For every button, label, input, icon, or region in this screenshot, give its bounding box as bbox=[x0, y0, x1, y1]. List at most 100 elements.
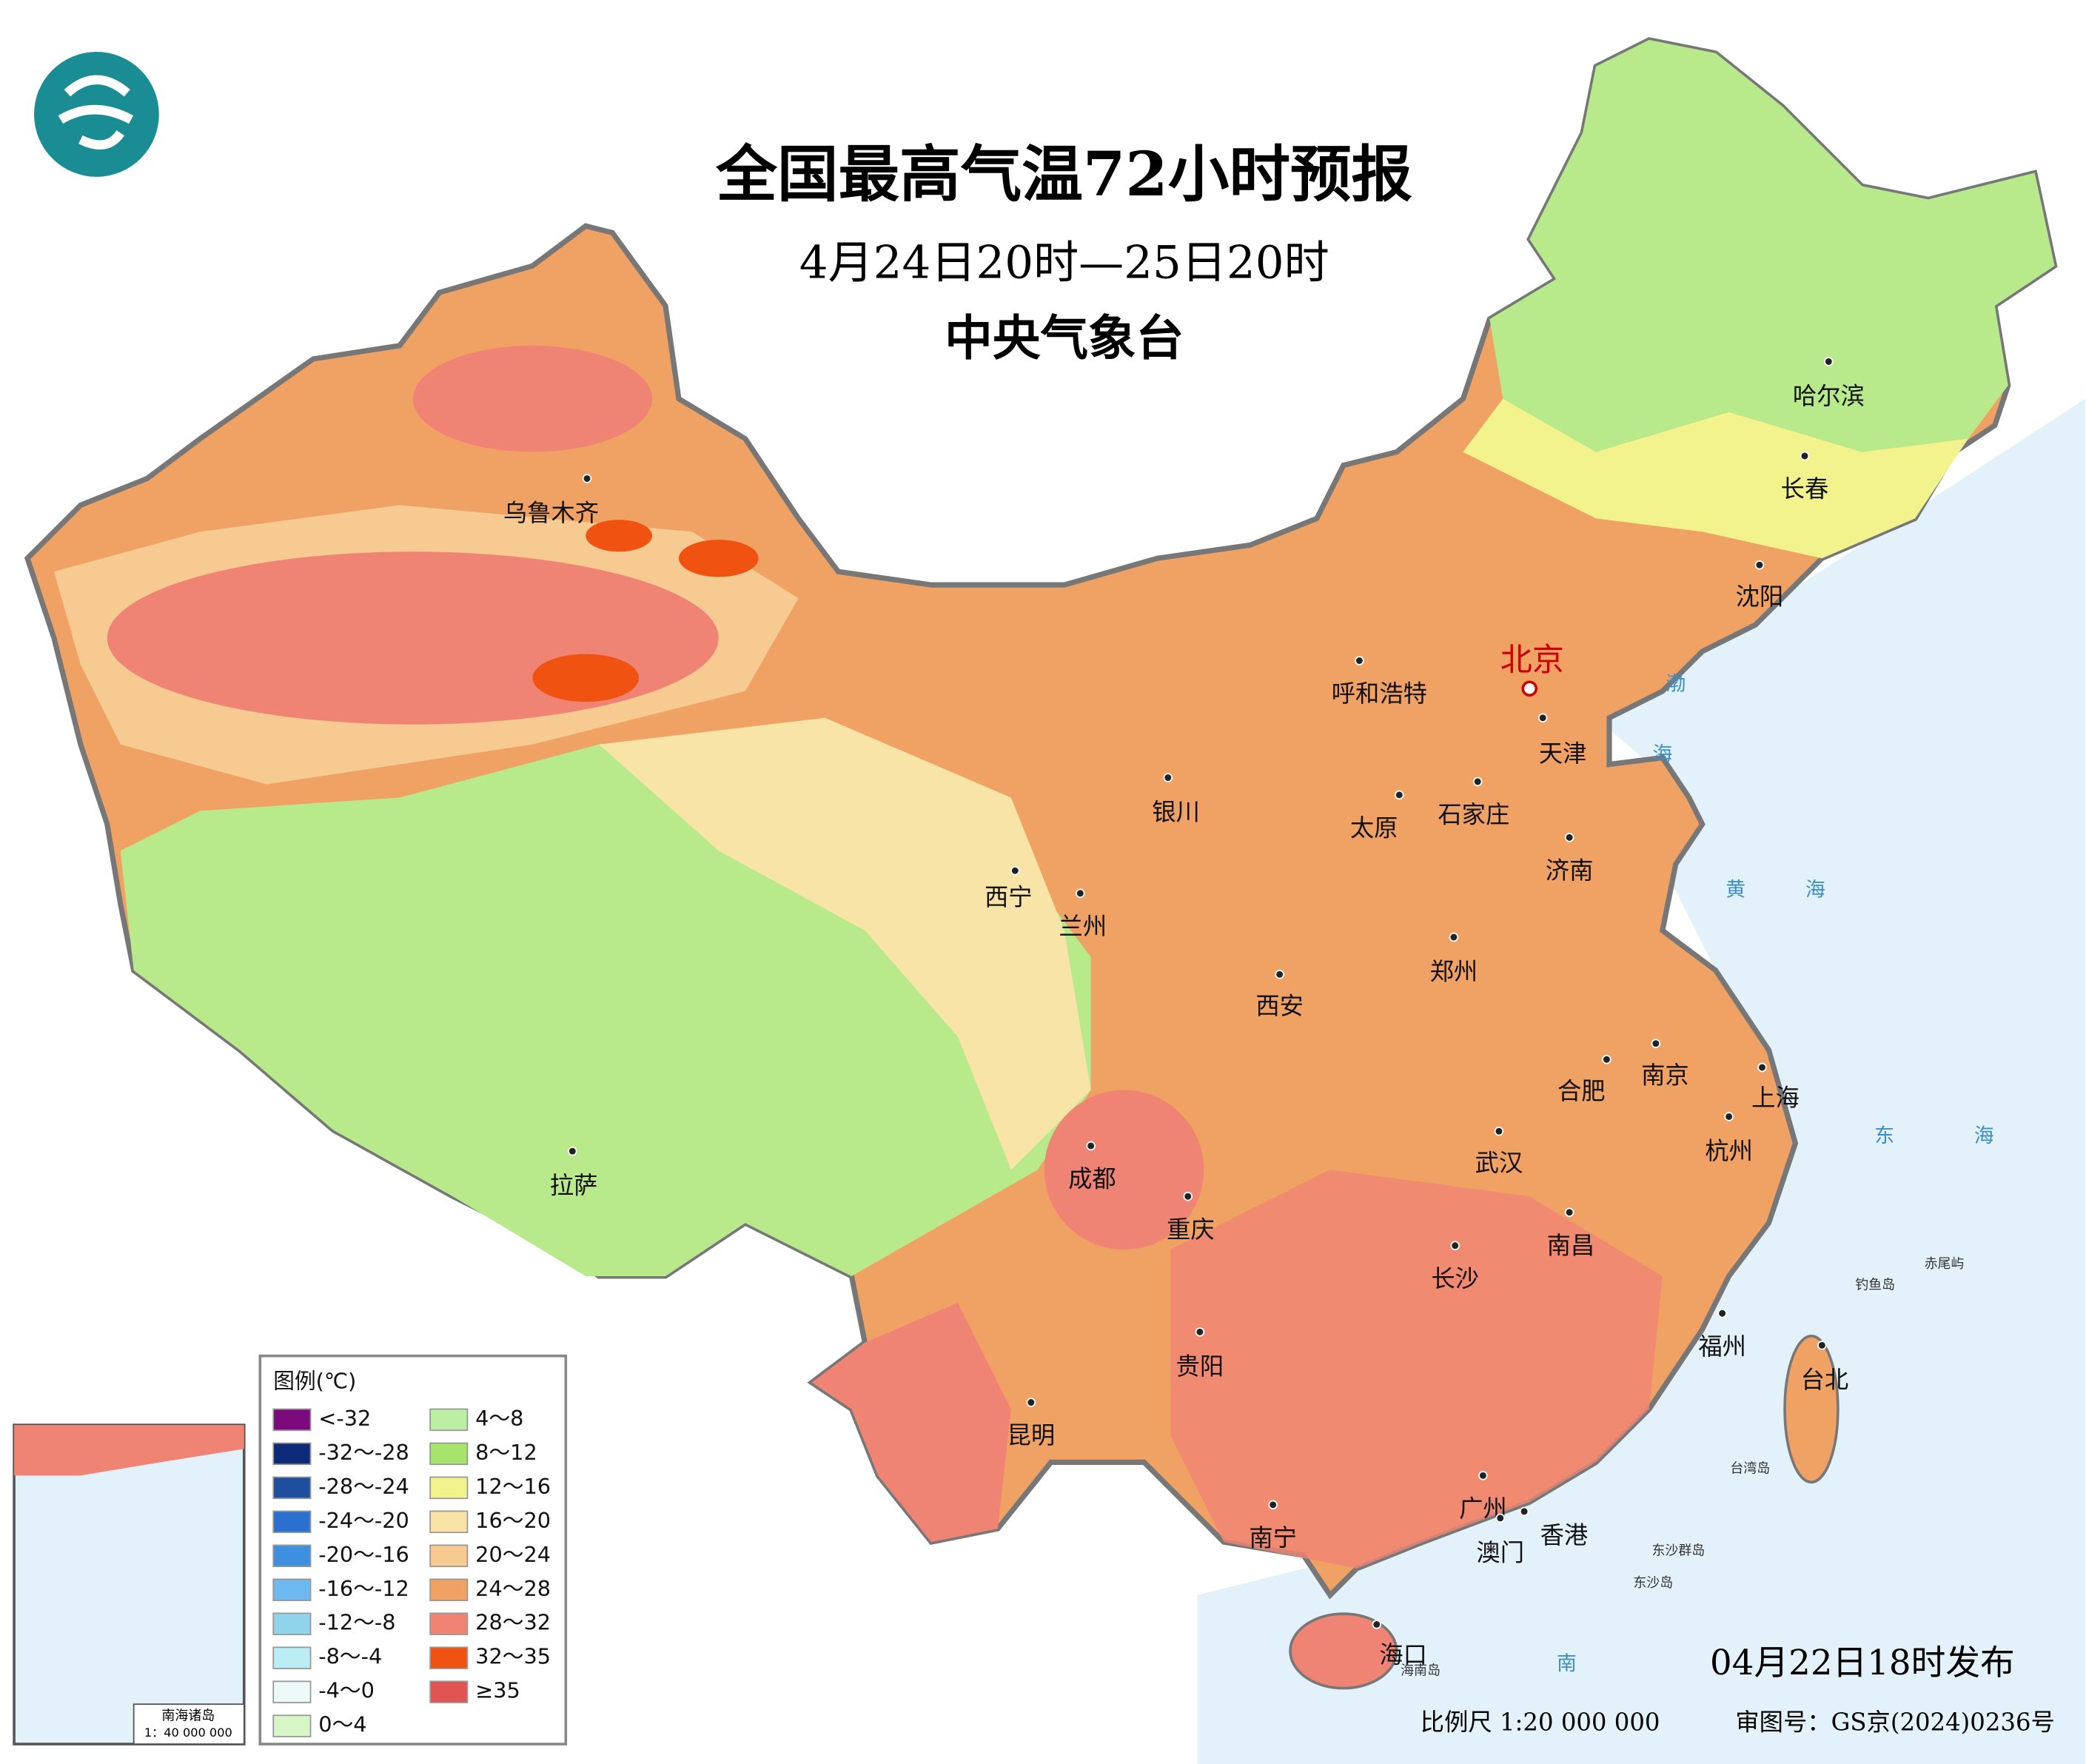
legend-swatch bbox=[272, 1510, 312, 1534]
legend-swatch bbox=[272, 1408, 312, 1432]
island-label: 赤尾屿 bbox=[1925, 1256, 1965, 1272]
city-label: 台北 bbox=[1801, 1366, 1849, 1394]
northeast-region bbox=[1489, 39, 2055, 452]
city-dot bbox=[1495, 1513, 1506, 1523]
city-label: 澳门 bbox=[1476, 1538, 1524, 1566]
issued-time: 04月22日18时发布 bbox=[1710, 1643, 2015, 1683]
city-label: 兰州 bbox=[1059, 912, 1107, 940]
city-label: 沈阳 bbox=[1736, 583, 1784, 611]
legend-swatch bbox=[272, 1612, 312, 1635]
legend-swatch bbox=[272, 1442, 312, 1466]
sea-label: 海 bbox=[1652, 743, 1672, 766]
plateau-edge bbox=[599, 717, 1091, 1170]
issuer: 中央气象台 bbox=[945, 311, 1184, 366]
taiwan bbox=[1783, 1334, 1839, 1484]
inset-caption-box bbox=[133, 1703, 245, 1745]
legend-label: ≥35 bbox=[475, 1678, 520, 1703]
city-dot bbox=[1086, 1141, 1096, 1151]
legend-label: -24～-20 bbox=[318, 1508, 409, 1533]
city-dot bbox=[1450, 1241, 1460, 1250]
sea-label: 东 bbox=[1874, 1124, 1894, 1147]
northeast-band bbox=[1463, 398, 1968, 559]
hainan bbox=[1289, 1612, 1398, 1690]
hot-spot bbox=[586, 520, 653, 552]
legend-swatch bbox=[429, 1680, 469, 1703]
city-dot bbox=[1195, 1327, 1205, 1337]
city-label: 天津 bbox=[1539, 740, 1587, 768]
city-label: 成都 bbox=[1068, 1165, 1116, 1193]
legend-label: 20～24 bbox=[475, 1542, 551, 1567]
legend-swatch bbox=[429, 1646, 469, 1669]
legend-label: -4～0 bbox=[318, 1678, 375, 1703]
city-dot bbox=[1724, 1112, 1734, 1121]
city-dot bbox=[1268, 1500, 1278, 1510]
yunnan-south bbox=[811, 1302, 1011, 1543]
city-label: 长沙 bbox=[1431, 1264, 1479, 1292]
city-label: 西安 bbox=[1255, 992, 1304, 1020]
legend-label: -32～-28 bbox=[318, 1440, 409, 1465]
city-label: 昆明 bbox=[1007, 1421, 1056, 1449]
title: 全国最高气温72小时预报 bbox=[715, 138, 1412, 210]
city-label: 拉萨 bbox=[550, 1172, 598, 1200]
logo-mark bbox=[58, 75, 134, 150]
subtitle: 4月24日20时—25日20时 bbox=[799, 236, 1329, 289]
city-dot bbox=[1478, 1471, 1488, 1480]
legend-swatch bbox=[429, 1510, 469, 1534]
legend-swatch bbox=[272, 1646, 312, 1669]
sea-label: 南 bbox=[1557, 1652, 1577, 1675]
legend-label: <-32 bbox=[318, 1406, 371, 1431]
city-label: 乌鲁木齐 bbox=[503, 499, 599, 527]
city-label: 南昌 bbox=[1547, 1231, 1595, 1259]
city-dot bbox=[1519, 1506, 1529, 1517]
hot-spot bbox=[678, 540, 759, 577]
city-dot bbox=[1717, 1308, 1727, 1318]
legend-label: 28～32 bbox=[475, 1610, 551, 1635]
legend-label: 0～4 bbox=[318, 1712, 366, 1737]
legend-label: 16～20 bbox=[475, 1508, 551, 1533]
island-label: 东沙岛 bbox=[1633, 1575, 1673, 1591]
legend-title: 图例(℃) bbox=[273, 1369, 356, 1394]
sea-label: 海 bbox=[1805, 879, 1825, 902]
city-label: 太原 bbox=[1350, 814, 1398, 842]
city-label: 武汉 bbox=[1475, 1149, 1523, 1177]
city-dot bbox=[568, 1146, 577, 1156]
city-label: 呼和浩特 bbox=[1332, 680, 1427, 708]
legend: 图例(℃) <-32 -32～-28 -28～-24 -24～-20 -20～-16 -1… bbox=[258, 1354, 568, 1745]
legend-swatch bbox=[429, 1476, 469, 1500]
legend-swatch bbox=[272, 1476, 312, 1500]
city-label: 郑州 bbox=[1430, 958, 1478, 986]
capital-star bbox=[1521, 680, 1538, 697]
legend-label: 12～16 bbox=[475, 1474, 551, 1499]
south-region bbox=[1170, 1170, 1663, 1569]
inset-title: 南海诸岛 bbox=[161, 1708, 215, 1723]
city-label: 合肥 bbox=[1557, 1077, 1606, 1105]
city-label: 杭州 bbox=[1705, 1137, 1753, 1165]
legend-swatch bbox=[429, 1408, 469, 1432]
city-dot bbox=[1494, 1126, 1504, 1136]
legend-label: 32～35 bbox=[475, 1644, 551, 1669]
legend-label: 8～12 bbox=[475, 1440, 537, 1465]
island-label: 钓鱼岛 bbox=[1855, 1278, 1895, 1293]
city-label: 上海 bbox=[1751, 1084, 1800, 1112]
city-dot bbox=[1394, 790, 1404, 800]
sea-label: 海 bbox=[1974, 1124, 1994, 1147]
logo bbox=[34, 52, 159, 177]
city-label: 福州 bbox=[1698, 1332, 1746, 1361]
island-label: 海南岛 bbox=[1401, 1663, 1441, 1678]
inset-scale: 1：40 000 000 bbox=[144, 1726, 232, 1740]
legend-swatch bbox=[272, 1578, 312, 1602]
capital-label: 北京 bbox=[1500, 642, 1564, 679]
city-dot bbox=[1564, 1207, 1574, 1218]
sea-label: 黄 bbox=[1726, 879, 1745, 902]
legend-swatch bbox=[272, 1714, 312, 1737]
city-label: 石家庄 bbox=[1438, 801, 1509, 829]
city-dot bbox=[1824, 357, 1834, 366]
legend-label: 24～28 bbox=[475, 1576, 551, 1601]
city-dot bbox=[1602, 1054, 1612, 1064]
legend-label: -8～-4 bbox=[318, 1644, 382, 1669]
sea bbox=[1197, 398, 2085, 1764]
city-label: 银川 bbox=[1152, 798, 1200, 826]
city-dot bbox=[1537, 713, 1548, 723]
city-label: 贵阳 bbox=[1176, 1352, 1224, 1381]
